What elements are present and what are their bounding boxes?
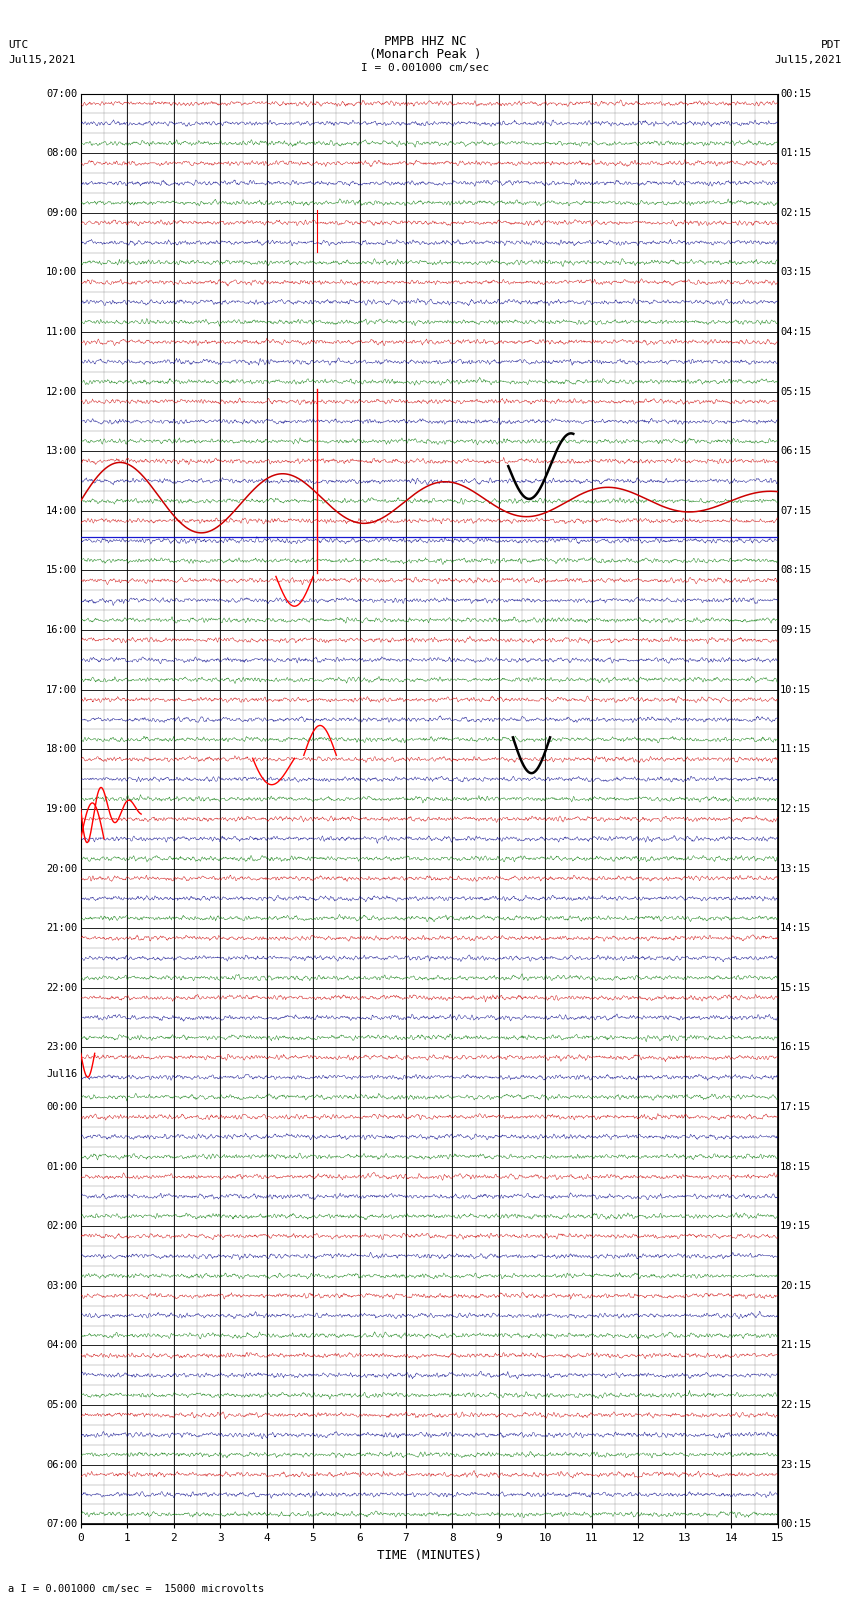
Text: 09:00: 09:00	[46, 208, 77, 218]
Text: 03:00: 03:00	[46, 1281, 77, 1290]
Text: PDT: PDT	[821, 40, 842, 50]
Text: 13:15: 13:15	[780, 863, 811, 874]
Text: 23:15: 23:15	[780, 1460, 811, 1469]
Text: 11:15: 11:15	[780, 744, 811, 755]
Text: 00:15: 00:15	[780, 89, 811, 98]
Text: 18:00: 18:00	[46, 744, 77, 755]
Text: 16:00: 16:00	[46, 626, 77, 636]
Text: 03:15: 03:15	[780, 268, 811, 277]
Text: 21:00: 21:00	[46, 923, 77, 934]
Text: a I = 0.001000 cm/sec =  15000 microvolts: a I = 0.001000 cm/sec = 15000 microvolts	[8, 1584, 264, 1594]
Text: 13:00: 13:00	[46, 447, 77, 456]
Text: 00:00: 00:00	[46, 1102, 77, 1111]
Text: 12:15: 12:15	[780, 803, 811, 815]
Text: 14:00: 14:00	[46, 506, 77, 516]
Text: 01:00: 01:00	[46, 1161, 77, 1171]
Text: UTC: UTC	[8, 40, 29, 50]
Text: 22:00: 22:00	[46, 982, 77, 992]
Text: 07:15: 07:15	[780, 506, 811, 516]
Text: 20:00: 20:00	[46, 863, 77, 874]
Text: 23:00: 23:00	[46, 1042, 77, 1052]
Text: 18:15: 18:15	[780, 1161, 811, 1171]
Text: I = 0.001000 cm/sec: I = 0.001000 cm/sec	[361, 63, 489, 73]
Text: 07:00: 07:00	[46, 1519, 77, 1529]
Text: 12:00: 12:00	[46, 387, 77, 397]
Text: 17:00: 17:00	[46, 684, 77, 695]
Text: Jul15,2021: Jul15,2021	[774, 55, 842, 65]
X-axis label: TIME (MINUTES): TIME (MINUTES)	[377, 1548, 482, 1561]
Text: 08:15: 08:15	[780, 566, 811, 576]
Text: Jul15,2021: Jul15,2021	[8, 55, 76, 65]
Text: 22:15: 22:15	[780, 1400, 811, 1410]
Text: Jul16: Jul16	[46, 1069, 77, 1079]
Text: 02:00: 02:00	[46, 1221, 77, 1231]
Text: 07:00: 07:00	[46, 89, 77, 98]
Text: 19:15: 19:15	[780, 1221, 811, 1231]
Text: 15:15: 15:15	[780, 982, 811, 992]
Text: 06:00: 06:00	[46, 1460, 77, 1469]
Text: 08:00: 08:00	[46, 148, 77, 158]
Text: 17:15: 17:15	[780, 1102, 811, 1111]
Text: 02:15: 02:15	[780, 208, 811, 218]
Text: (Monarch Peak ): (Monarch Peak )	[369, 48, 481, 61]
Text: 15:00: 15:00	[46, 566, 77, 576]
Text: 09:15: 09:15	[780, 626, 811, 636]
Text: 06:15: 06:15	[780, 447, 811, 456]
Text: 14:15: 14:15	[780, 923, 811, 934]
Text: 11:00: 11:00	[46, 327, 77, 337]
Text: 05:00: 05:00	[46, 1400, 77, 1410]
Text: 10:15: 10:15	[780, 684, 811, 695]
Text: 04:15: 04:15	[780, 327, 811, 337]
Text: 10:00: 10:00	[46, 268, 77, 277]
Text: 00:15: 00:15	[780, 1519, 811, 1529]
Text: 20:15: 20:15	[780, 1281, 811, 1290]
Text: 19:00: 19:00	[46, 803, 77, 815]
Text: 04:00: 04:00	[46, 1340, 77, 1350]
Text: PMPB HHZ NC: PMPB HHZ NC	[383, 35, 467, 48]
Text: 05:15: 05:15	[780, 387, 811, 397]
Text: 16:15: 16:15	[780, 1042, 811, 1052]
Text: 01:15: 01:15	[780, 148, 811, 158]
Text: 21:15: 21:15	[780, 1340, 811, 1350]
